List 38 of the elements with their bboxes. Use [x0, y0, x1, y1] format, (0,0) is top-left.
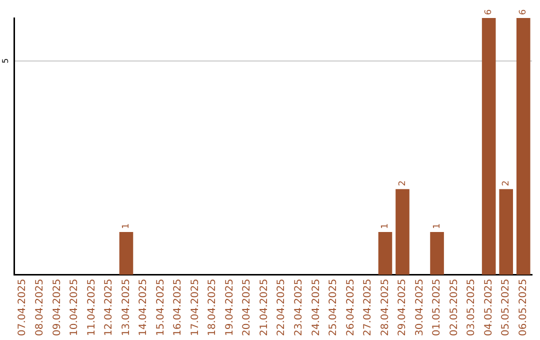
x-tick-label: 02.05.2025	[448, 278, 460, 336]
x-tick-label: 08.04.2025	[34, 278, 46, 336]
x-tick-label: 26.04.2025	[345, 278, 356, 336]
data-label: 6	[518, 9, 529, 15]
x-tick-label: 20.04.2025	[242, 278, 253, 336]
x-tick-label: 22.04.2025	[276, 278, 288, 336]
x-tick-label: 23.04.2025	[293, 278, 304, 336]
x-tick-label: 25.04.2025	[328, 278, 340, 336]
x-tick-label: 12.04.2025	[104, 278, 115, 336]
x-tick-label: 01.05.2025	[432, 278, 443, 336]
data-label: 1	[122, 223, 132, 229]
x-tick-label: 17.04.2025	[190, 278, 201, 336]
x-tick-label: 27.04.2025	[362, 278, 374, 336]
x-tick-label: 21.04.2025	[258, 278, 270, 336]
x-tick-label: 06.05.2025	[518, 278, 529, 336]
data-label: 1	[380, 223, 391, 229]
x-tick-label: 16.04.2025	[172, 278, 184, 336]
x-tick-label: 11.04.2025	[86, 278, 98, 336]
x-tick-label: 24.04.2025	[310, 278, 322, 336]
x-tick-label: 13.04.2025	[120, 278, 132, 336]
x-tick-label: 30.04.2025	[414, 278, 426, 336]
x-tick-label: 19.04.2025	[224, 278, 236, 336]
x-tick-label: 07.04.2025	[17, 278, 28, 336]
x-tick-label: 18.04.2025	[207, 278, 218, 336]
x-tick-label: 09.04.2025	[52, 278, 63, 336]
x-tick-label: 15.04.2025	[155, 278, 166, 336]
x-tick-label: 28.04.2025	[380, 278, 391, 336]
data-label: 2	[501, 180, 512, 186]
x-tick-label: 14.04.2025	[138, 278, 150, 336]
x-tick-label: 10.04.2025	[69, 278, 80, 336]
x-tick-label: 03.05.2025	[466, 278, 478, 336]
x-tick-label: 05.05.2025	[500, 278, 512, 336]
data-label: 1	[432, 223, 442, 229]
data-label: 6	[484, 9, 494, 15]
x-tick-label: 04.05.2025	[483, 278, 494, 336]
data-label: 2	[398, 180, 408, 186]
x-tick-label: 29.04.2025	[397, 278, 408, 336]
y-tick-label: 5	[1, 58, 10, 64]
